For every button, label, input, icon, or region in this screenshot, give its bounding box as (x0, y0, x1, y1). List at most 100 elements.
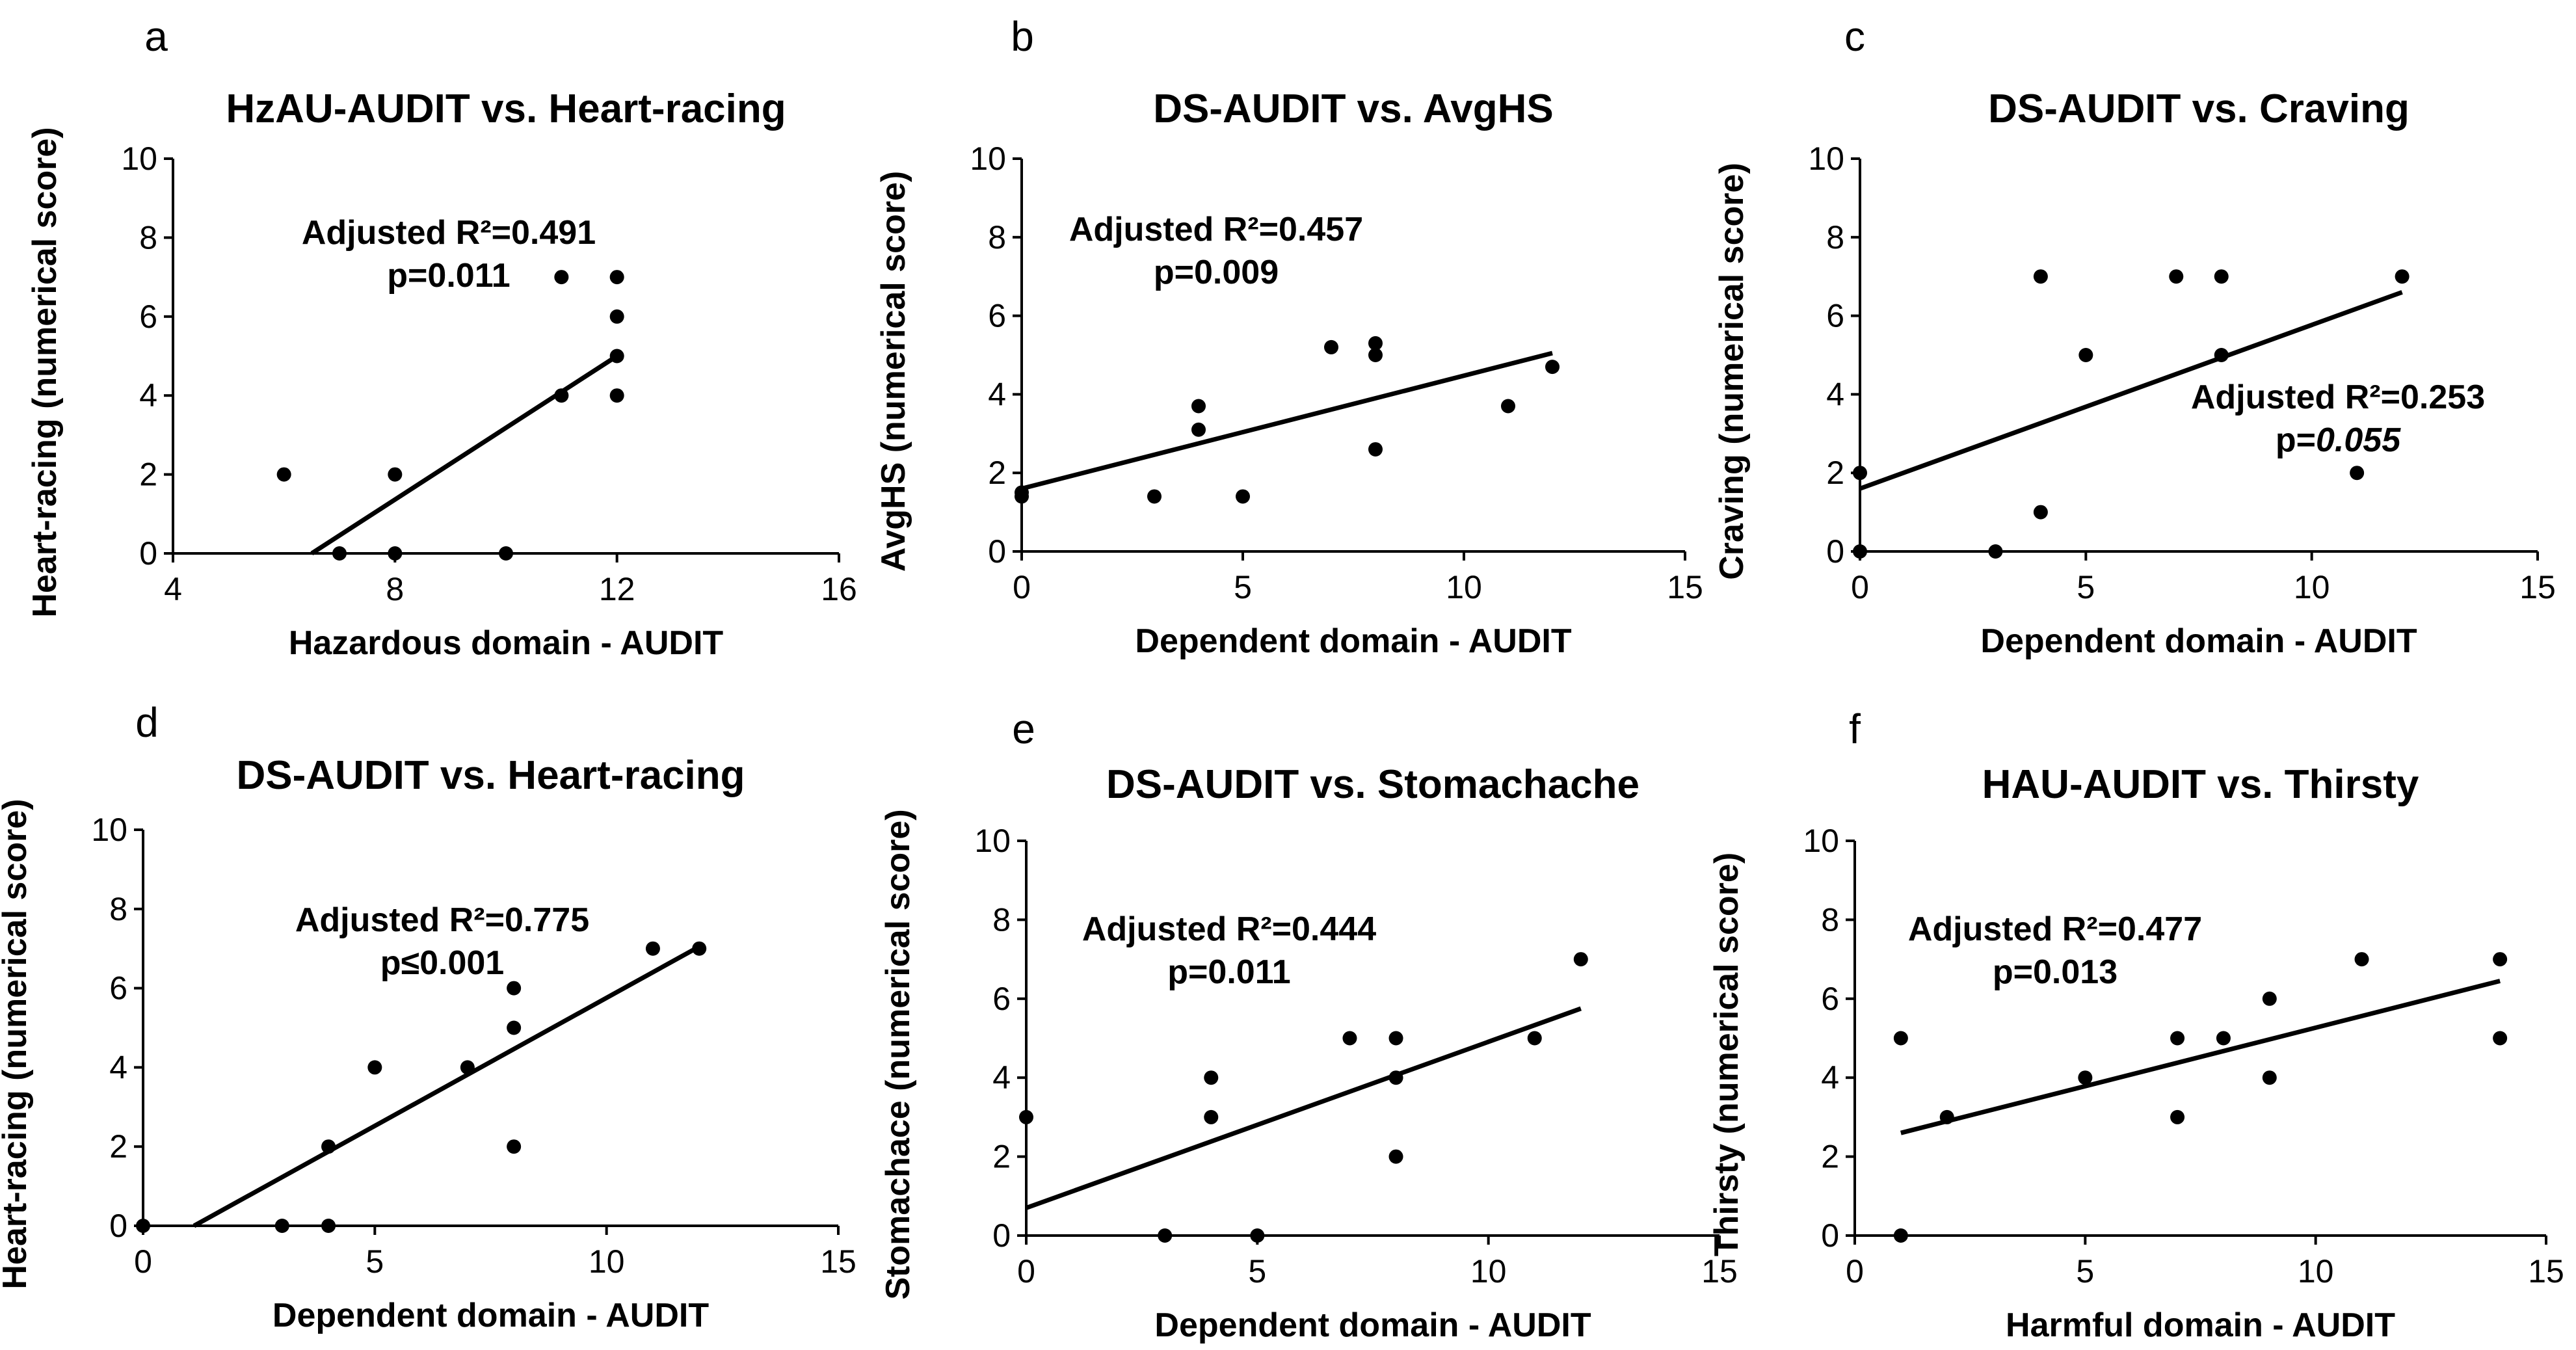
y-tick-label: 2 (139, 457, 157, 493)
data-point (388, 546, 403, 561)
x-axis-label: Dependent domain - AUDIT (272, 1297, 709, 1334)
data-point (1988, 544, 2003, 559)
chart-title: DS-AUDIT vs. Stomachache (1106, 762, 1640, 807)
x-tick-label: 4 (164, 571, 182, 607)
p-value-annotation: p=0.013 (1993, 953, 2118, 991)
x-tick-label: 15 (2528, 1253, 2564, 1290)
x-tick-label: 5 (2077, 569, 2095, 605)
data-point (1250, 1228, 1265, 1243)
data-point (2354, 952, 2369, 967)
panel-a: a HzAU-AUDIT vs. Heart-racing 0 2 4 6 8 10 4 8 12 1… (26, 13, 857, 662)
p-value-prefix: p=0.009 (1154, 254, 1279, 291)
y-tick-label: 8 (139, 219, 157, 256)
data-point (274, 1219, 289, 1233)
y-tick-label: 6 (1826, 298, 1844, 334)
data-point (2214, 348, 2229, 362)
r-squared-annotation: Adjusted R²=0.491 (302, 214, 596, 252)
x-axis-label: Dependent domain - AUDIT (1154, 1306, 1591, 1344)
data-point (367, 1060, 382, 1075)
y-tick-label: 8 (988, 219, 1006, 256)
data-point (507, 981, 522, 996)
data-point (1324, 339, 1338, 354)
x-tick-label: 0 (134, 1243, 152, 1280)
x-axis-label: Dependent domain - AUDIT (1135, 622, 1571, 660)
y-tick-label: 6 (109, 970, 127, 1007)
x-tick-label: 0 (1013, 569, 1031, 605)
panel-letter: c (1844, 13, 1865, 60)
data-point (2033, 269, 2048, 284)
x-tick-label: 15 (820, 1243, 856, 1280)
y-tick-label: 10 (91, 812, 127, 848)
p-value-annotation: p=0.055 (2276, 421, 2401, 459)
data-point (1015, 489, 1029, 504)
y-tick-label: 0 (109, 1208, 127, 1244)
y-tick-label: 8 (1821, 901, 1839, 938)
data-point (1236, 489, 1250, 504)
y-tick-label: 8 (1826, 219, 1844, 256)
data-point (1147, 489, 1162, 504)
panel-letter: d (135, 699, 159, 746)
panel-d: d DS-AUDIT vs. Heart-racing 0 2 4 6 8 10 0 5 10 15 D… (0, 699, 856, 1334)
x-tick-label: 15 (2519, 569, 2556, 605)
y-tick-label: 2 (109, 1128, 127, 1165)
y-tick-label: 2 (992, 1139, 1011, 1175)
r-squared-annotation: Adjusted R²=0.775 (295, 901, 589, 939)
data-point (2169, 269, 2184, 284)
trend-line (310, 354, 618, 555)
data-point (609, 270, 624, 285)
p-value-prefix: p≤0.001 (380, 944, 504, 982)
x-axis-label: Hazardous domain - AUDIT (289, 624, 724, 662)
data-point (554, 270, 569, 285)
data-point (1853, 544, 1867, 559)
data-point (1368, 442, 1383, 457)
chart-title: HzAU-AUDIT vs. Heart-racing (226, 86, 786, 131)
x-tick-label: 5 (1234, 569, 1252, 605)
x-tick-label: 10 (1446, 569, 1482, 605)
data-point (2033, 505, 2048, 520)
p-value-prefix: p= (2276, 421, 2316, 459)
data-point (499, 546, 513, 561)
y-tick-label: 2 (988, 455, 1006, 491)
y-tick-label: 4 (1821, 1059, 1839, 1096)
data-point (1204, 1070, 1219, 1085)
y-axis-label: Thirsty (numerical score) (1708, 853, 1746, 1256)
data-point (1388, 1149, 1403, 1164)
x-axis-label: Dependent domain - AUDIT (1980, 622, 2417, 660)
y-tick-label: 4 (109, 1049, 127, 1085)
data-point (2170, 1031, 2185, 1046)
data-point (1368, 348, 1383, 362)
panel-f: f HAU-AUDIT vs. Thirsty 0 2 4 6 8 10 0 5 10 15 Harmf… (1708, 706, 2564, 1344)
data-point (321, 1139, 336, 1154)
data-point (1204, 1109, 1219, 1124)
data-point (1501, 399, 1515, 414)
chart-title: DS-AUDIT vs. Craving (1988, 86, 2410, 131)
data-point (2078, 1070, 2093, 1085)
data-point (1191, 422, 1206, 437)
data-point (276, 467, 291, 482)
panel-e: e DS-AUDIT vs. Stomachache 0 2 4 6 8 10 0 5 10 15 De… (879, 706, 1738, 1344)
data-point (507, 1020, 522, 1035)
panel-letter: a (144, 13, 168, 60)
data-point (460, 1060, 475, 1075)
p-value-prefix: p=0.013 (1993, 953, 2118, 991)
data-point (388, 467, 403, 482)
data-point (1191, 399, 1206, 414)
data-point (609, 388, 624, 403)
data-point (2493, 952, 2508, 967)
y-tick-label: 10 (121, 140, 157, 177)
y-tick-label: 6 (992, 981, 1011, 1017)
data-point (2170, 1109, 2185, 1124)
data-point (1893, 1228, 1908, 1243)
y-tick-label: 0 (1821, 1217, 1839, 1254)
x-tick-label: 5 (1248, 1253, 1266, 1290)
data-point (2395, 269, 2410, 284)
data-point (321, 1219, 336, 1233)
trend-line (1900, 979, 2501, 1135)
p-value-prefix: p=0.011 (387, 257, 510, 295)
y-tick-label: 4 (988, 376, 1006, 412)
panel-letter: e (1012, 706, 1035, 752)
chart-title: DS-AUDIT vs. AvgHS (1153, 86, 1554, 131)
data-point (1342, 1031, 1357, 1046)
p-value-prefix: p=0.011 (1167, 953, 1290, 991)
